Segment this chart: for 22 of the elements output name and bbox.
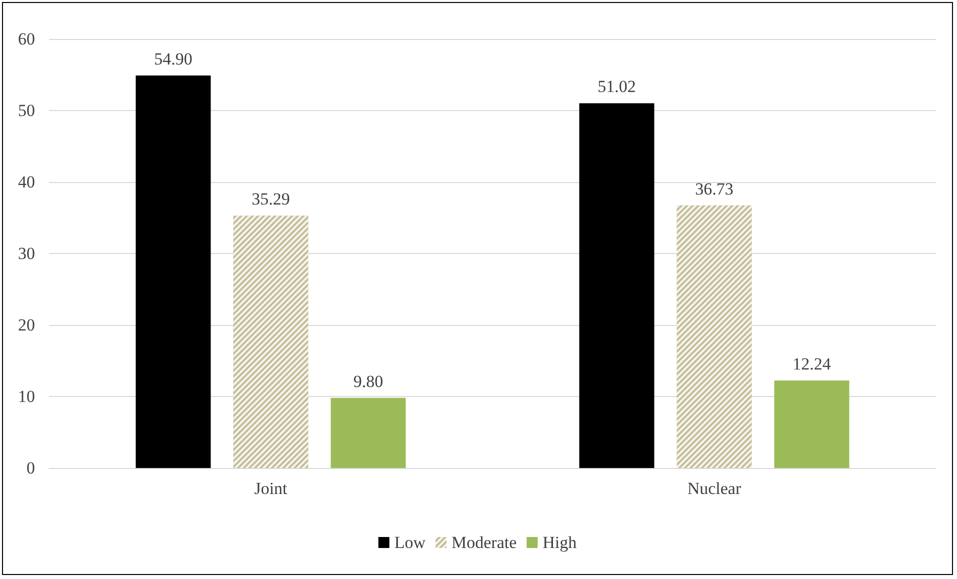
x-tick-label: Nuclear: [687, 479, 742, 498]
y-tick-label: 30: [18, 244, 35, 263]
data-label: 54.90: [154, 49, 192, 68]
y-tick-label: 60: [18, 30, 35, 48]
bar: [579, 103, 654, 468]
bar: [136, 75, 211, 468]
bar: [330, 398, 406, 468]
legend-label: Moderate: [452, 533, 517, 552]
data-label: 51.02: [598, 77, 636, 96]
y-tick-label: 0: [26, 458, 35, 478]
legend-label: High: [542, 533, 578, 552]
data-label: 35.29: [252, 190, 290, 209]
data-label: 36.73: [695, 179, 734, 198]
data-label: 9.80: [353, 372, 384, 391]
y-tick-label: 40: [18, 172, 35, 192]
bar: [774, 380, 850, 468]
legend-label: Low: [394, 533, 426, 552]
x-tick-label: Joint: [254, 479, 288, 498]
y-tick-label: 10: [18, 387, 35, 406]
data-label: 12.24: [792, 354, 832, 374]
y-tick-label: 20: [18, 316, 35, 334]
y-tick-label: 50: [18, 101, 35, 120]
